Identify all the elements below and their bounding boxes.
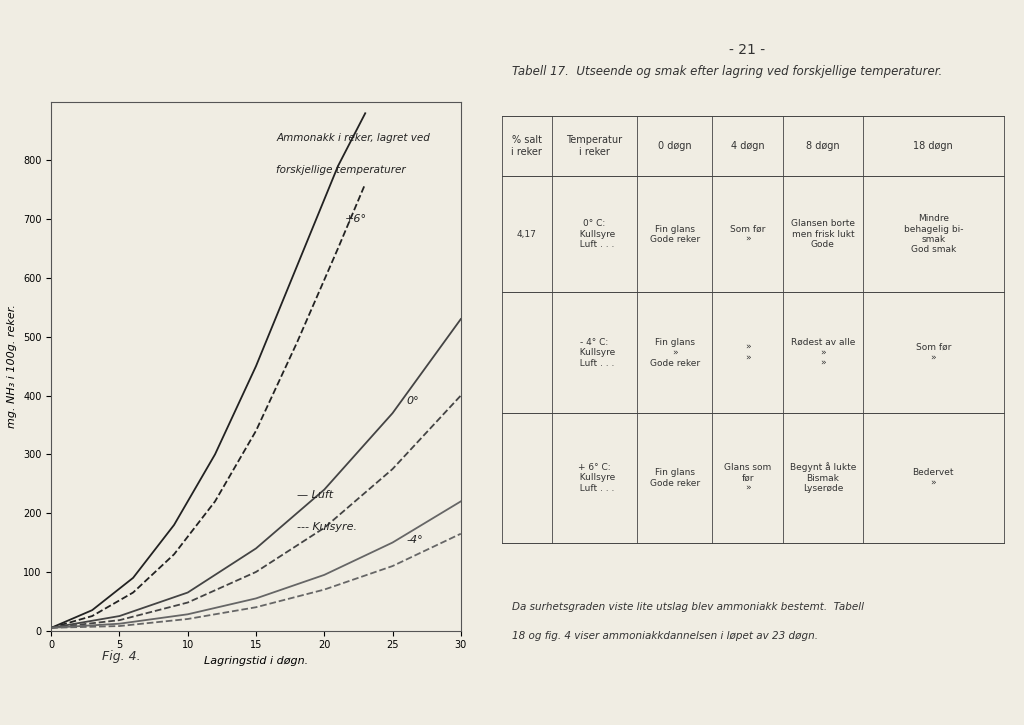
Text: Bedervet
»: Bedervet » [912,468,954,488]
Text: --- Kulsyre.: --- Kulsyre. [297,522,357,532]
Text: Tabell 17.  Utseende og smak efter lagring ved forskjellige temperaturer.: Tabell 17. Utseende og smak efter lagrin… [512,65,942,78]
Text: Ammonakk i reker, lagret ved: Ammonakk i reker, lagret ved [276,133,430,144]
Text: Glans som
før
»: Glans som før » [724,463,771,493]
X-axis label: Lagringstid i døgn.: Lagringstid i døgn. [204,656,308,666]
Text: Fin glans
Gode reker: Fin glans Gode reker [650,225,700,244]
Text: 4 døgn: 4 døgn [731,141,765,151]
Text: +6°: +6° [345,214,367,224]
Y-axis label: mg. NH₃ i 100g. reker.: mg. NH₃ i 100g. reker. [7,304,17,428]
Text: % salt
i reker: % salt i reker [511,136,543,157]
Text: Rødest av alle
»
»: Rødest av alle » » [791,338,855,368]
Text: 0°: 0° [407,397,419,407]
Text: Fin glans
Gode reker: Fin glans Gode reker [650,468,700,488]
Text: Som før
»: Som før » [730,225,765,244]
Text: Mindre
behagelig bi-
smak
God smak: Mindre behagelig bi- smak God smak [903,214,963,254]
Text: 18 og fig. 4 viser ammoniakkdannelsen i løpet av 23 døgn.: 18 og fig. 4 viser ammoniakkdannelsen i … [512,631,818,641]
Text: Begynt å lukte
Bismak
Lyserøde: Begynt å lukte Bismak Lyserøde [790,463,856,493]
Text: 0° C:
  Kullsyre
  Luft . . .: 0° C: Kullsyre Luft . . . [574,220,615,249]
Text: forskjellige temperaturer: forskjellige temperaturer [276,165,407,175]
Text: Fig. 4.: Fig. 4. [102,650,141,663]
Text: 18 døgn: 18 døgn [913,141,953,151]
Text: Fin glans
»
Gode reker: Fin glans » Gode reker [650,338,700,368]
Text: Som før
»: Som før » [915,343,951,362]
Text: Temperatur
i reker: Temperatur i reker [566,136,623,157]
Text: 8 døgn: 8 døgn [806,141,840,151]
Text: - 4° C:
  Kullsyre
  Luft . . .: - 4° C: Kullsyre Luft . . . [574,338,615,368]
Text: 4,17: 4,17 [517,230,537,239]
Text: Glansen borte
men frisk lukt
Gode: Glansen borte men frisk lukt Gode [791,220,855,249]
Text: — Luft: — Luft [297,490,333,500]
Text: -4°: -4° [407,534,423,544]
Text: 0 døgn: 0 døgn [658,141,691,151]
Text: + 6° C:
  Kullsyre
  Luft . . .: + 6° C: Kullsyre Luft . . . [574,463,615,493]
Text: »
»: » » [744,343,751,362]
Text: - 21 -: - 21 - [729,44,766,57]
Text: Da surhetsgraden viste lite utslag blev ammoniakk bestemt.  Tabell: Da surhetsgraden viste lite utslag blev … [512,602,864,612]
